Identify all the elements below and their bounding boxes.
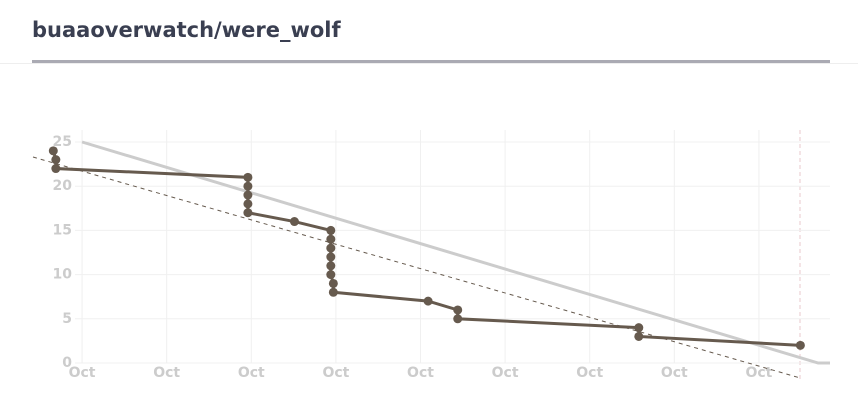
x-tick-label: Oct — [745, 365, 772, 381]
x-tick-label: Oct — [576, 365, 603, 381]
data-point — [453, 305, 463, 315]
x-tick-label: Oct — [153, 365, 180, 381]
series-line — [81, 140, 830, 365]
y-tick-label: 25 — [53, 134, 72, 150]
data-point — [51, 155, 61, 165]
series-line — [32, 156, 801, 379]
x-tick-label: Oct — [661, 365, 688, 381]
data-point — [328, 287, 338, 297]
data-point — [326, 225, 336, 235]
x-tick-label: Oct — [492, 365, 519, 381]
x-tick-label: Oct — [407, 365, 434, 381]
data-point — [243, 208, 253, 218]
repo-title: buaaoverwatch/were_wolf — [32, 18, 341, 42]
data-point — [326, 243, 336, 253]
divider — [0, 63, 858, 64]
series-line — [51, 150, 801, 347]
x-tick-label: Oct — [238, 365, 265, 381]
data-point — [243, 172, 253, 182]
data-point — [243, 181, 253, 191]
y-tick-label: 0 — [62, 355, 72, 371]
data-point — [453, 314, 463, 324]
y-tick-label: 5 — [62, 311, 72, 327]
y-tick-label: 20 — [53, 178, 73, 194]
title-underline — [32, 60, 830, 63]
y-tick-label: 10 — [53, 267, 73, 283]
data-point — [326, 270, 336, 280]
data-point — [326, 252, 336, 262]
data-point — [795, 340, 805, 350]
data-point — [326, 234, 336, 244]
data-point — [423, 296, 433, 306]
y-tick-label: 15 — [53, 222, 72, 238]
data-point — [634, 323, 644, 333]
data-point — [51, 164, 61, 174]
data-point — [634, 331, 644, 341]
data-point — [328, 278, 338, 288]
x-tick-label: Oct — [69, 365, 96, 381]
data-point — [289, 217, 299, 227]
data-point — [48, 146, 58, 156]
data-point — [243, 190, 253, 200]
data-point — [326, 261, 336, 271]
x-tick-label: Oct — [322, 365, 349, 381]
data-point — [243, 199, 253, 209]
